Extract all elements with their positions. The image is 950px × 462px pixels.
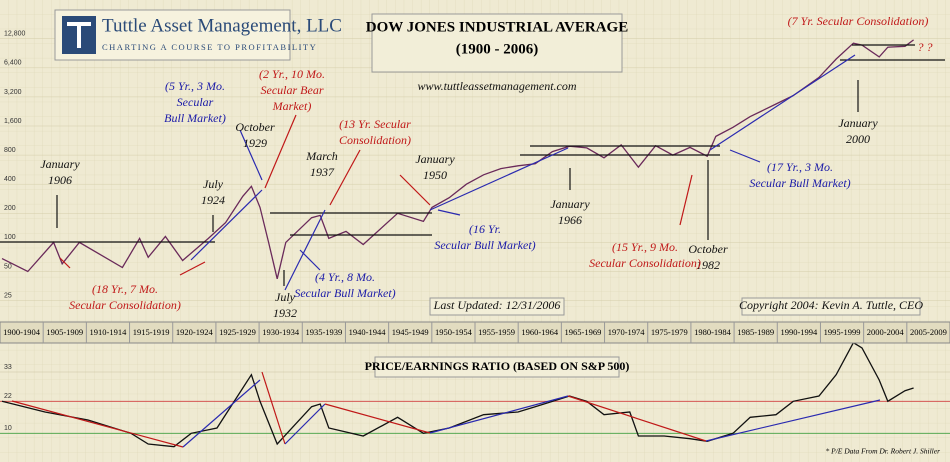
annotation: January: [550, 197, 590, 211]
chart-title: DOW JONES INDUSTRIAL AVERAGE: [366, 19, 628, 35]
annotation: www.tuttleassetmanagement.com: [417, 79, 576, 93]
annotation: Last Updated: 12/31/2006: [433, 298, 561, 312]
x-period-label: 1995-1999: [824, 327, 861, 337]
y-tick-label: 100: [4, 234, 16, 241]
x-period-label: 1960-1964: [521, 327, 559, 337]
annotation: Secular Bull Market): [749, 176, 850, 190]
annotation: (4 Yr., 8 Mo.: [315, 270, 375, 284]
annotation: (5 Yr., 3 Mo.: [165, 79, 225, 93]
x-period-label: 1975-1979: [651, 327, 688, 337]
x-period-label: 1900-1904: [3, 327, 41, 337]
logo-mark: [67, 22, 91, 48]
x-period-label: 1990-1994: [780, 327, 818, 337]
x-period-label: 1945-1949: [392, 327, 429, 337]
note-box: [741, 297, 921, 316]
annotation: (2 Yr., 10 Mo.: [259, 67, 325, 81]
annotation: 1982: [696, 258, 720, 272]
annotation: (18 Yr., 7 Mo.: [92, 282, 158, 296]
annotation: 1906: [48, 173, 72, 187]
annotation: Market): [272, 99, 312, 113]
x-period-label: 1920-1924: [176, 327, 214, 337]
x-period-label: 1940-1944: [349, 327, 387, 337]
annotation: (15 Yr., 9 Mo.: [612, 240, 678, 254]
annotation: 1950: [423, 168, 447, 182]
annotation: January: [40, 157, 80, 171]
annotation: Secular Bull Market): [294, 286, 395, 300]
annotation: 1966: [558, 213, 582, 227]
x-period-label: 1965-1969: [565, 327, 602, 337]
pe-title: PRICE/EARNINGS RATIO (BASED ON S&P 500): [365, 359, 630, 373]
annotation: Secular: [177, 95, 214, 109]
annotation: Bull Market): [164, 111, 226, 125]
note-box: [429, 297, 565, 316]
y-tick-label: 10: [4, 425, 12, 432]
annotation: Secular Bear: [261, 83, 324, 97]
annotation: 1924: [201, 193, 225, 207]
y-tick-label: 1,600: [4, 118, 22, 125]
annotation: March: [305, 149, 338, 163]
annotation: (16 Yr.: [469, 222, 501, 236]
x-period-label: 2005-2009: [910, 327, 947, 337]
title-box: [374, 356, 620, 378]
x-period-label: 1985-1989: [737, 327, 774, 337]
annotation: July: [203, 177, 224, 191]
annotation: January: [415, 152, 455, 166]
x-period-label: 1910-1914: [90, 327, 128, 337]
annotation: 1932: [273, 306, 297, 320]
x-period-label: 1925-1929: [219, 327, 256, 337]
trend-lines: [0, 44, 945, 448]
x-period-label: 2000-2004: [867, 327, 905, 337]
annotation: (13 Yr. Secular: [339, 117, 411, 131]
annotation: (17 Yr., 3 Mo.: [767, 160, 833, 174]
x-period-label: 1930-1934: [262, 327, 300, 337]
footnote: * P/E Data From Dr. Robert J. Shiller: [825, 447, 940, 456]
y-tick-label: 3,200: [4, 89, 22, 96]
title-box: [371, 13, 623, 73]
annotation: (7 Yr. Secular Consolidation): [788, 14, 929, 28]
y-tick-label: 50: [4, 263, 12, 270]
annotation: Consolidation): [339, 133, 411, 147]
annotation: January: [838, 116, 878, 130]
x-period-label: 1955-1959: [478, 327, 515, 337]
annotation: Secular Consolidation): [69, 298, 181, 312]
annotation: 1937: [310, 165, 335, 179]
x-period-label: 1905-1909: [46, 327, 83, 337]
annotation: October: [688, 242, 728, 256]
x-period-label: 1970-1974: [608, 327, 646, 337]
x-period-label: 1915-1919: [133, 327, 170, 337]
x-period-label: 1950-1954: [435, 327, 473, 337]
brand-name: Tuttle Asset Management, LLC: [102, 15, 342, 36]
chart-subtitle: (1900 - 2006): [456, 41, 539, 57]
y-tick-label: 12,800: [4, 31, 26, 38]
y-tick-label: 800: [4, 147, 16, 154]
x-period-label: 1935-1939: [305, 327, 342, 337]
annotation: October: [235, 120, 275, 134]
annotation: 1929: [243, 136, 267, 150]
data-line: [1, 341, 914, 448]
annotation: Secular Bull Market): [434, 238, 535, 252]
annotation: 2000: [846, 132, 870, 146]
annotation: Secular Consolidation): [589, 256, 701, 270]
y-tick-label: 400: [4, 176, 16, 183]
data-line: [1, 39, 914, 279]
annotation: ? ?: [918, 40, 933, 54]
y-tick-label: 25: [4, 292, 12, 299]
y-tick-label: 33: [4, 364, 12, 371]
y-tick-label: 200: [4, 205, 16, 212]
y-tick-label: 6,400: [4, 60, 22, 67]
x-period-label: 1980-1984: [694, 327, 732, 337]
annotation: Copyright 2004: Kevin A. Tuttle, CEO: [739, 298, 923, 312]
y-tick-label: 22: [4, 393, 12, 400]
annotation: July: [275, 290, 296, 304]
brand-tagline: CHARTING A COURSE TO PROFITABILITY: [102, 42, 317, 52]
